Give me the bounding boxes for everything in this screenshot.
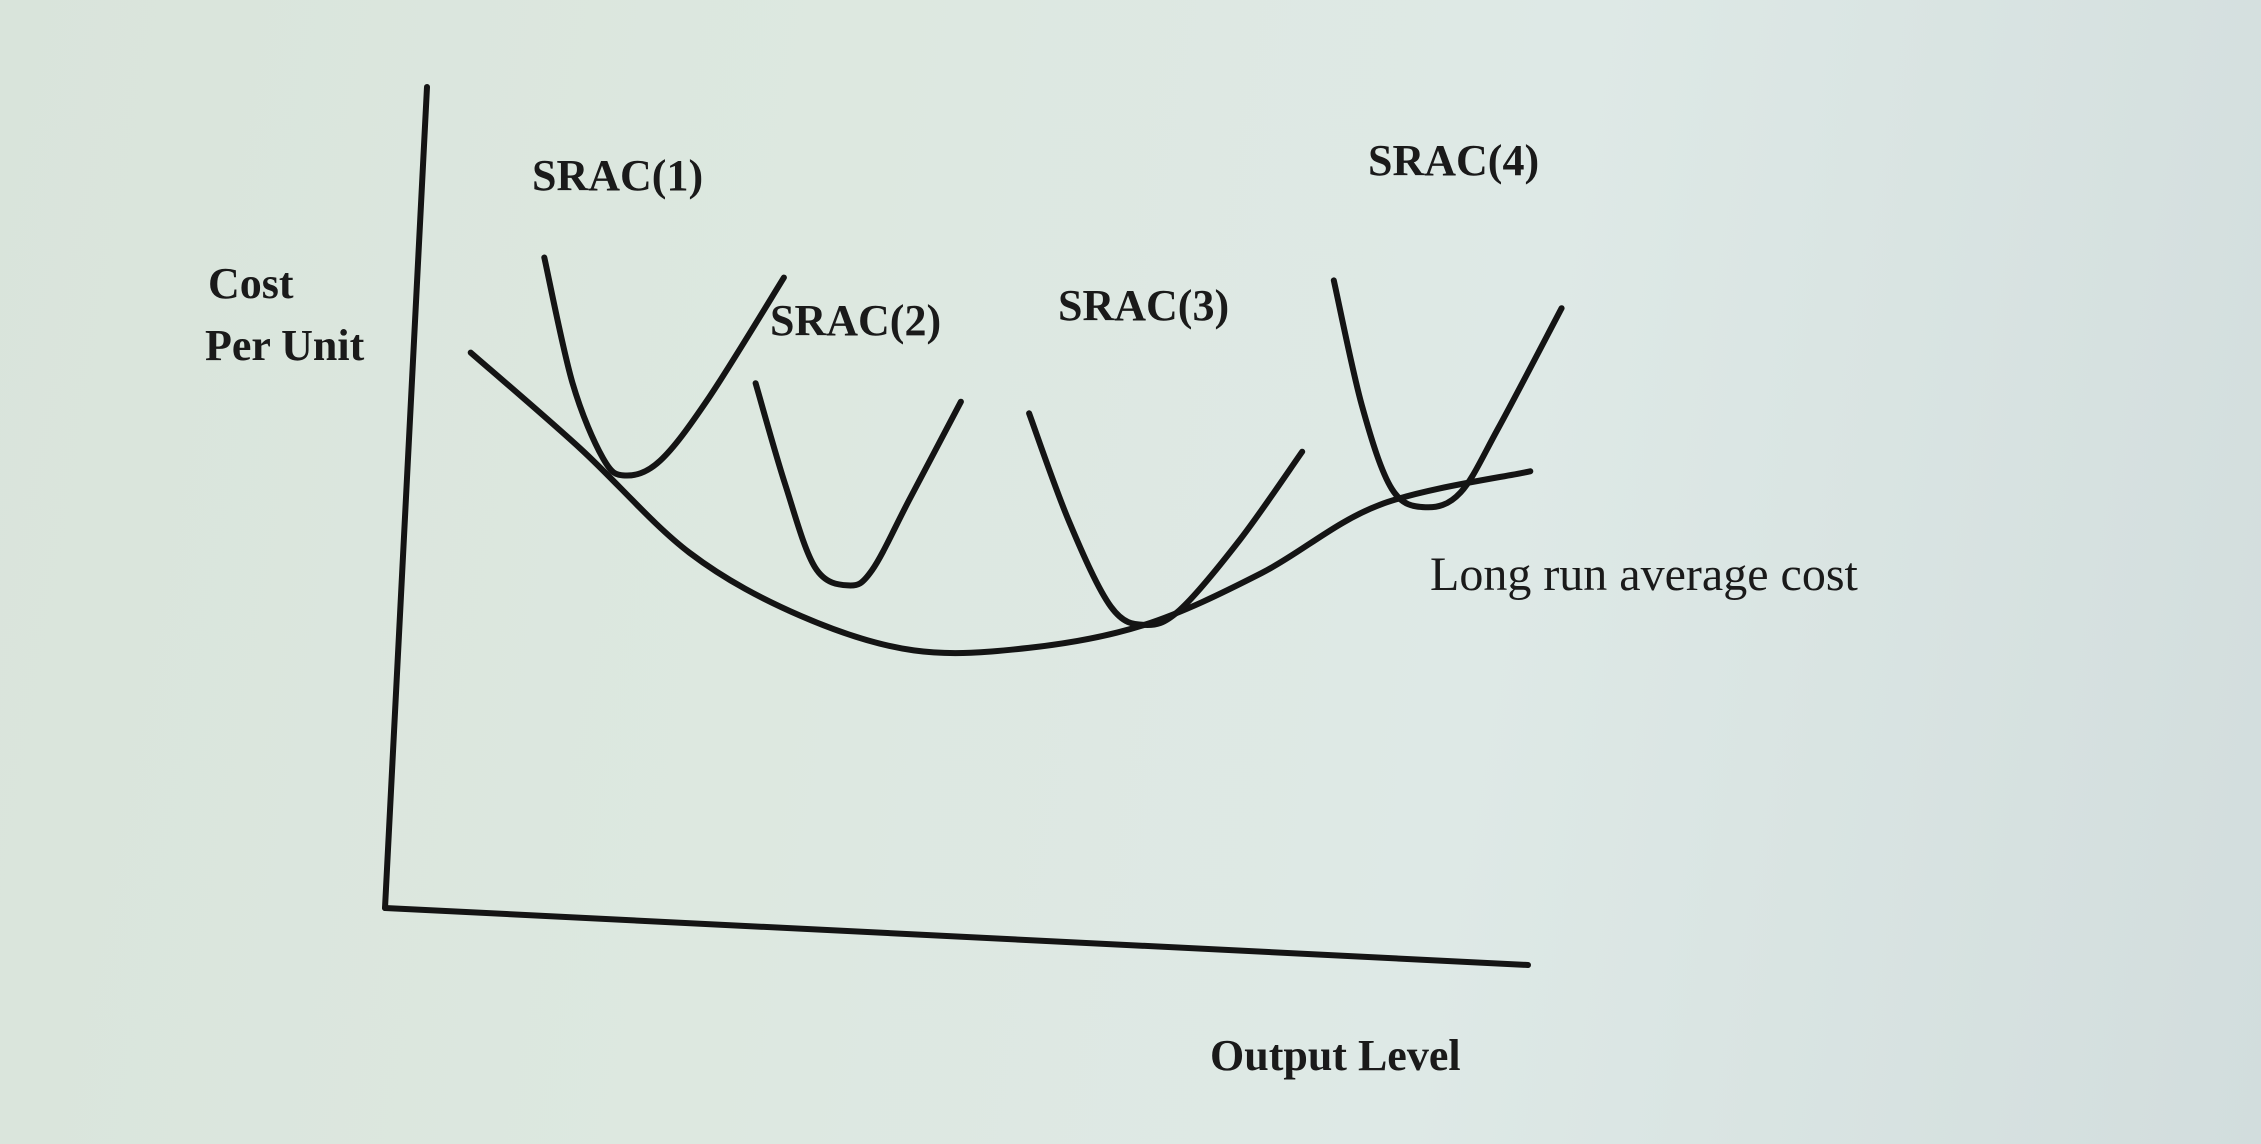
y-axis-label-line-1: Cost xyxy=(208,259,294,308)
srac-1-curve xyxy=(541,254,787,479)
srac-3-curve xyxy=(1026,410,1306,628)
x-axis-label: Output Level xyxy=(1210,1031,1461,1080)
x-axis xyxy=(382,905,1531,968)
srac-2-curve xyxy=(752,380,964,589)
srac-4-label: SRAC(4) xyxy=(1368,136,1539,185)
curves-group xyxy=(467,254,1565,657)
srac-4-curve xyxy=(1330,277,1565,511)
srac-3-label: SRAC(3) xyxy=(1058,281,1229,330)
y-axis-label-line-2: Per Unit xyxy=(205,321,365,370)
y-axis xyxy=(382,84,430,911)
srac-2-label: SRAC(2) xyxy=(770,296,941,345)
lrac-label: Long run average cost xyxy=(1430,548,1858,601)
lrac-curve xyxy=(467,349,1534,657)
srac-1-label: SRAC(1) xyxy=(532,151,703,200)
